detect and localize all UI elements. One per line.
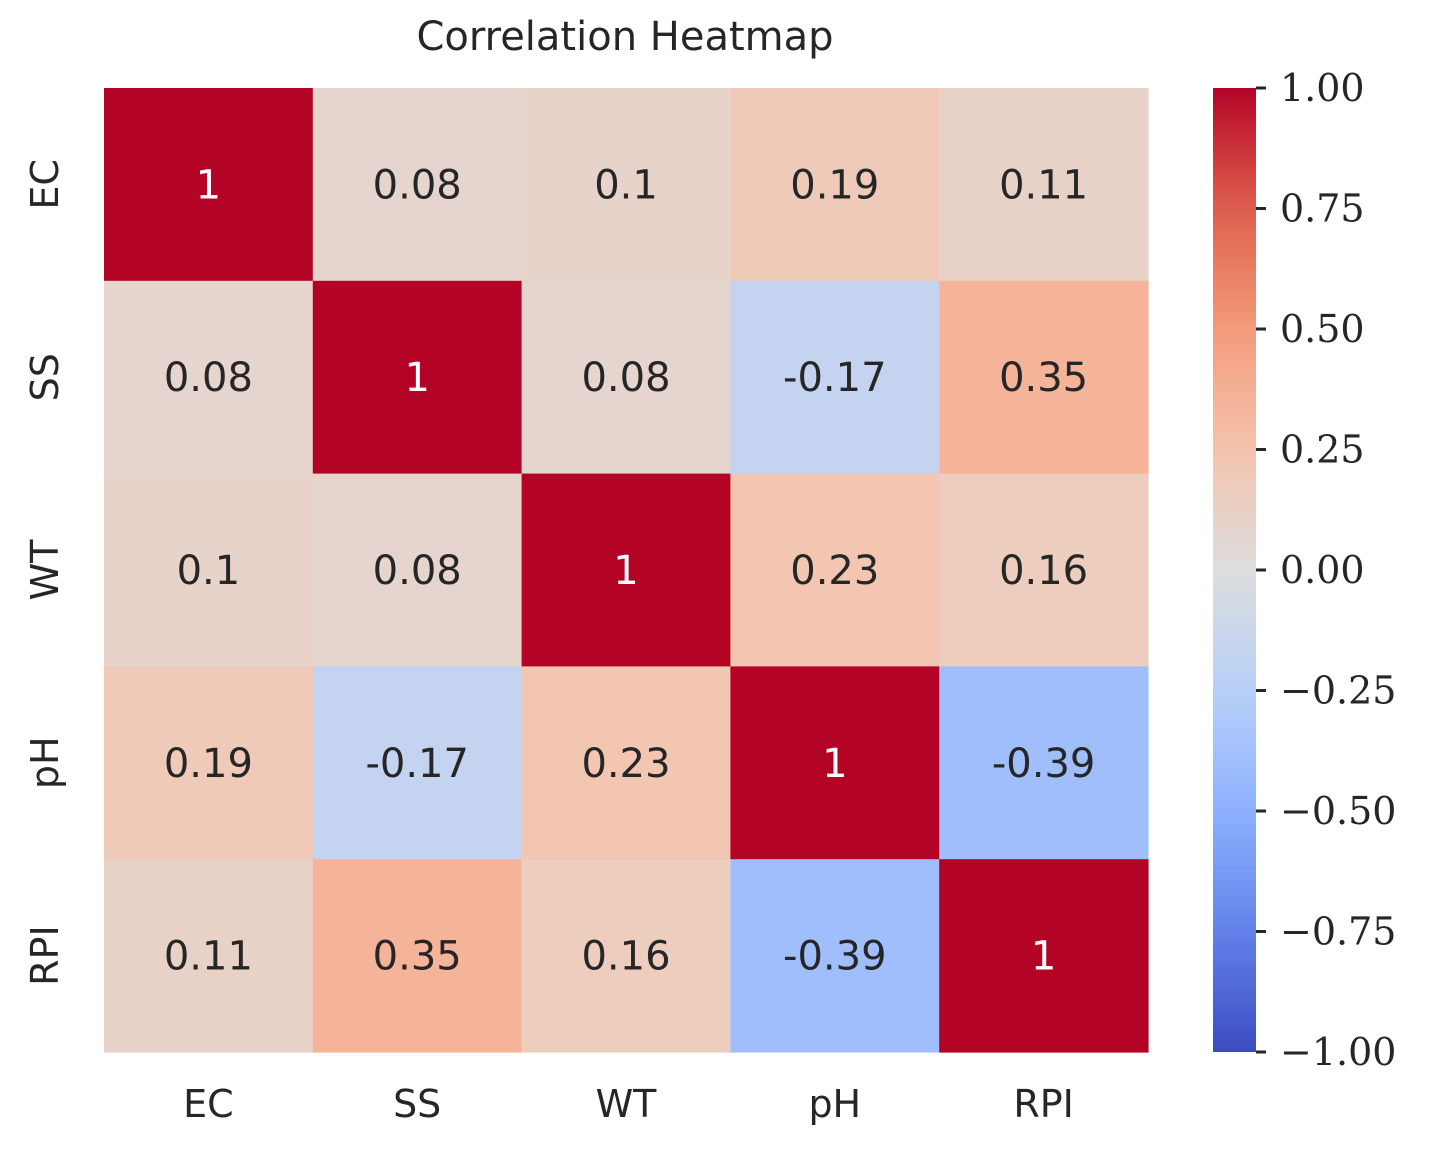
heatmap-cell-wt-wt [521, 473, 731, 667]
heatmap-cell-ss-wt [521, 280, 731, 475]
chart-title: Correlation Heatmap [416, 14, 833, 60]
colorbar-tick-label: 0.50 [1280, 307, 1365, 351]
heatmap-cell-ph-ph [730, 666, 940, 860]
cell-annotation: 0.1 [594, 162, 658, 208]
cell-annotation: 0.11 [999, 162, 1088, 208]
heatmap-cell-ss-ph [730, 280, 940, 475]
heatmap-cell-ph-ec [104, 666, 314, 860]
cell-annotation: 1 [196, 162, 221, 208]
heatmap-cell-rpi-wt [521, 859, 731, 1053]
cell-annotation: 0.08 [581, 355, 670, 401]
colorbar-tick-label: 0.25 [1280, 428, 1365, 472]
heatmap-cell-ss-ec [104, 280, 314, 475]
heatmap-cell-ph-ss [312, 666, 523, 860]
y-tick-label-ec: EC [23, 159, 67, 210]
cell-annotation: -0.39 [992, 741, 1096, 787]
cell-annotation: 1 [1031, 934, 1056, 980]
cell-annotation: -0.17 [783, 355, 887, 401]
cell-annotation: 0.1 [177, 548, 241, 594]
cell-annotation: 0.16 [581, 934, 670, 980]
heatmap-cells [104, 88, 1149, 1053]
x-tick-label-wt: WT [596, 1082, 658, 1126]
x-tick-label-ss: SS [393, 1082, 441, 1126]
cell-annotation: 0.19 [164, 741, 253, 787]
y-tick-label-ss: SS [23, 353, 67, 401]
cell-annotation: 0.11 [164, 934, 253, 980]
cell-annotation: 1 [822, 741, 847, 787]
y-tick-label-ph: pH [23, 736, 67, 789]
cell-annotation: 0.08 [373, 548, 462, 594]
colorbar-tick-label: −0.50 [1280, 789, 1396, 833]
cell-annotation: 0.35 [999, 355, 1088, 401]
heatmap-cell-ec-ph [730, 88, 940, 282]
colorbar-tick-label: −0.75 [1280, 910, 1396, 954]
cell-annotation: 0.16 [999, 548, 1088, 594]
cell-annotation: 0.23 [790, 548, 879, 594]
colorbar-tick-label: 0.00 [1280, 548, 1365, 592]
colorbar-tick-label: 0.75 [1280, 187, 1365, 231]
heatmap-cell-rpi-rpi [939, 859, 1149, 1053]
cell-annotation: 1 [613, 548, 638, 594]
y-tick-label-rpi: RPI [23, 925, 67, 986]
colorbar-gradient [1213, 88, 1256, 1052]
cell-annotation: 1 [404, 355, 429, 401]
heatmap-cell-ec-rpi [939, 88, 1149, 282]
cell-annotation: 0.35 [373, 934, 462, 980]
x-tick-label-ec: EC [183, 1082, 234, 1126]
cell-annotation: -0.39 [783, 934, 887, 980]
colorbar-tick-label: −0.25 [1280, 669, 1396, 713]
heatmap-cell-rpi-ph [730, 859, 940, 1053]
heatmap-cell-wt-ph [730, 473, 940, 667]
colorbar: 1.00 0.75 0.50 0.25 0.00 −0.25 −0.50 −0.75 −1.00 [1213, 66, 1396, 1074]
heatmap-cell-ph-wt [521, 666, 731, 860]
x-tick-label-ph: pH [808, 1082, 861, 1126]
heatmap-cell-ec-ss [312, 88, 523, 282]
cell-annotation: 0.19 [790, 162, 879, 208]
heatmap-cell-wt-rpi [939, 473, 1149, 667]
heatmap-cell-ec-wt [521, 88, 731, 282]
x-tick-label-rpi: RPI [1013, 1082, 1074, 1126]
cell-annotation: -0.17 [365, 741, 469, 787]
heatmap-cell-rpi-ec [104, 859, 314, 1053]
y-tick-label-wt: WT [23, 539, 67, 601]
cell-annotation: 0.08 [164, 355, 253, 401]
y-tick-labels: EC SS WT pH RPI [23, 159, 67, 986]
heatmap-cell-wt-ss [312, 473, 523, 667]
colorbar-tick-label: −1.00 [1280, 1030, 1396, 1074]
colorbar-tick-label: 1.00 [1280, 66, 1365, 110]
heatmap-cell-ss-ss [312, 280, 523, 475]
heatmap-cell-rpi-ss [312, 859, 523, 1053]
heatmap-cell-ss-rpi [939, 280, 1149, 475]
heatmap-cell-ph-rpi [939, 666, 1149, 860]
x-tick-labels: EC SS WT pH RPI [183, 1082, 1074, 1126]
cell-annotation: 0.23 [581, 741, 670, 787]
cell-annotation: 0.08 [373, 162, 462, 208]
heatmap-cell-wt-ec [104, 473, 314, 667]
heatmap-cell-ec-ec [104, 88, 314, 282]
heatmap-annotations: 1 0.08 0.1 0.19 0.11 0.08 1 0.08 -0.17 0.35 0.1 0.0… [164, 162, 1095, 979]
